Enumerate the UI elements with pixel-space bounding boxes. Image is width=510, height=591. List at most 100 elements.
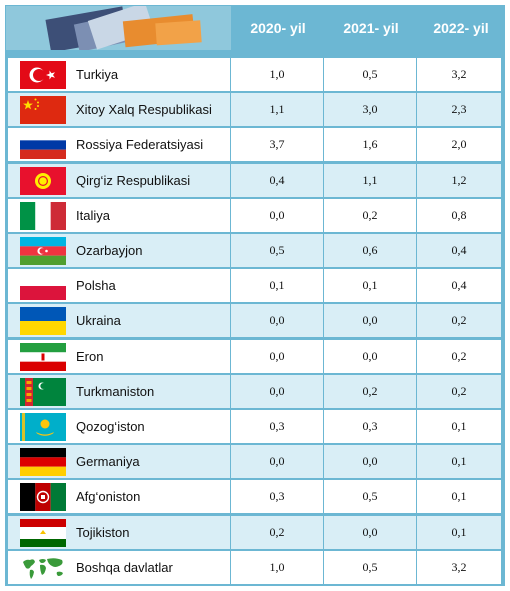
value-2020: 1,1 xyxy=(231,93,324,127)
country-name: Qirg‘iz Respublikasi xyxy=(76,172,191,188)
value-2020: 0,0 xyxy=(231,445,324,479)
value-2022: 0,2 xyxy=(417,304,502,338)
germany-flag-icon xyxy=(20,448,66,477)
value-2020: 0,2 xyxy=(231,515,324,549)
value-2021: 3,0 xyxy=(324,93,417,127)
country-cell: Afg‘oniston xyxy=(8,480,231,514)
country-cell: Xitoy Xalq Respublikasi xyxy=(8,93,231,127)
value-2020: 0,5 xyxy=(231,234,324,267)
turkey-flag-icon xyxy=(20,61,66,89)
value-2022: 0,4 xyxy=(417,234,502,267)
table-row: Germaniya 0,0 0,0 0,1 xyxy=(8,445,502,479)
value-2022: 0,1 xyxy=(417,445,502,479)
header-2022: 2022- yil xyxy=(418,6,504,50)
value-2021: 0,0 xyxy=(324,445,417,479)
table-row: Rossiya Federatsiyasi 3,7 1,6 2,0 xyxy=(8,128,502,162)
value-2021: 0,6 xyxy=(324,234,417,267)
country-name: Germaniya xyxy=(76,454,140,470)
value-2022: 0,1 xyxy=(417,410,502,443)
kyrgyzstan-flag-icon xyxy=(20,166,66,195)
value-2021: 1,6 xyxy=(324,128,417,162)
value-2021: 1,1 xyxy=(324,163,417,197)
value-2020: 0,0 xyxy=(231,374,324,408)
table-row: Qirg‘iz Respublikasi 0,4 1,1 1,2 xyxy=(8,163,502,197)
value-2020: 0,0 xyxy=(231,304,324,338)
value-2021: 0,0 xyxy=(324,339,417,373)
country-name: Turkiya xyxy=(76,67,119,82)
value-2020: 0,1 xyxy=(231,269,324,303)
afghanistan-flag-icon xyxy=(20,483,66,512)
value-2022: 3,2 xyxy=(417,550,502,584)
table-row: Ukraina 0,0 0,0 0,2 xyxy=(8,304,502,338)
header-2021: 2021- yil xyxy=(325,6,417,50)
value-2021: 0,5 xyxy=(324,58,417,91)
country-cell: Italiya xyxy=(8,198,231,232)
country-cell: Germaniya xyxy=(8,445,231,479)
value-2021: 0,0 xyxy=(324,515,417,549)
table-row: Polsha 0,1 0,1 0,4 xyxy=(8,269,502,303)
value-2020: 0,0 xyxy=(231,339,324,373)
value-2022: 0,4 xyxy=(417,269,502,303)
italy-flag-icon xyxy=(20,201,66,230)
textile-rolls-image xyxy=(6,6,231,50)
table-row: Afg‘oniston 0,3 0,5 0,1 xyxy=(8,480,502,514)
data-table: 2020- yil 2021- yil 2022- yil Turkiya 1,0… xyxy=(5,5,505,586)
table-row: Tojikiston 0,2 0,0 0,1 xyxy=(8,515,502,549)
value-2022: 0,2 xyxy=(417,374,502,408)
value-2022: 0,2 xyxy=(417,339,502,373)
country-cell: Ukraina xyxy=(8,304,231,338)
country-cell: Qozog‘iston xyxy=(8,410,231,443)
value-2021: 0,2 xyxy=(324,374,417,408)
country-name: Afg‘oniston xyxy=(76,489,141,505)
value-2020: 1,0 xyxy=(231,58,324,91)
value-2020: 0,4 xyxy=(231,163,324,197)
country-name: Qozog‘iston xyxy=(76,419,145,434)
value-2022: 1,2 xyxy=(417,163,502,197)
table-row: Italiya 0,0 0,2 0,8 xyxy=(8,198,502,232)
value-2022: 0,1 xyxy=(417,480,502,514)
ukraine-flag-icon xyxy=(20,307,66,336)
country-cell: Tojikiston xyxy=(8,515,231,549)
iran-flag-icon xyxy=(20,342,66,371)
value-2020: 0,3 xyxy=(231,480,324,514)
table-row: Boshqa davlatlar 1,0 0,5 3,2 xyxy=(8,550,502,584)
country-cell: Polsha xyxy=(8,269,231,303)
value-2021: 0,5 xyxy=(324,480,417,514)
value-2020: 0,0 xyxy=(231,198,324,232)
header-2020: 2020- yil xyxy=(232,6,324,50)
table-row: Qozog‘iston 0,3 0,3 0,1 xyxy=(8,410,502,443)
country-name: Eron xyxy=(76,348,104,364)
value-2022: 0,8 xyxy=(417,198,502,232)
country-name: Polsha xyxy=(76,278,116,294)
country-cell: Eron xyxy=(8,339,231,373)
country-cell: Boshqa davlatlar xyxy=(8,550,231,584)
kazakhstan-flag-icon xyxy=(20,413,66,441)
value-2022: 3,2 xyxy=(417,58,502,91)
table-row: Ozarbayjon 0,5 0,6 0,4 xyxy=(8,234,502,267)
table-row: Xitoy Xalq Respublikasi 1,1 3,0 2,3 xyxy=(8,93,502,127)
value-2021: 0,1 xyxy=(324,269,417,303)
country-name: Boshqa davlatlar xyxy=(76,559,173,575)
table-row: Eron 0,0 0,0 0,2 xyxy=(8,339,502,373)
country-name: Xitoy Xalq Respublikasi xyxy=(76,102,212,118)
table-row: Turkiya 1,0 0,5 3,2 xyxy=(8,58,502,91)
china-flag-icon xyxy=(20,96,66,125)
country-name: Turkmaniston xyxy=(76,383,155,399)
table-row: Turkmaniston 0,0 0,2 0,2 xyxy=(8,374,502,408)
tajikistan-flag-icon xyxy=(20,518,66,547)
country-name: Tojikiston xyxy=(76,524,130,540)
country-cell: Turkiya xyxy=(8,58,231,91)
country-cell: Ozarbayjon xyxy=(8,234,231,267)
country-name: Ozarbayjon xyxy=(76,243,143,258)
country-name: Rossiya Federatsiyasi xyxy=(76,137,204,153)
value-2021: 0,2 xyxy=(324,198,417,232)
value-2020: 1,0 xyxy=(231,550,324,584)
value-2022: 2,3 xyxy=(417,93,502,127)
value-2020: 0,3 xyxy=(231,410,324,443)
country-cell: Turkmaniston xyxy=(8,374,231,408)
russia-flag-icon xyxy=(20,131,66,160)
world-map-icon xyxy=(20,553,66,582)
value-2020: 3,7 xyxy=(231,128,324,162)
country-name: Ukraina xyxy=(76,313,121,329)
poland-flag-icon xyxy=(20,272,66,301)
